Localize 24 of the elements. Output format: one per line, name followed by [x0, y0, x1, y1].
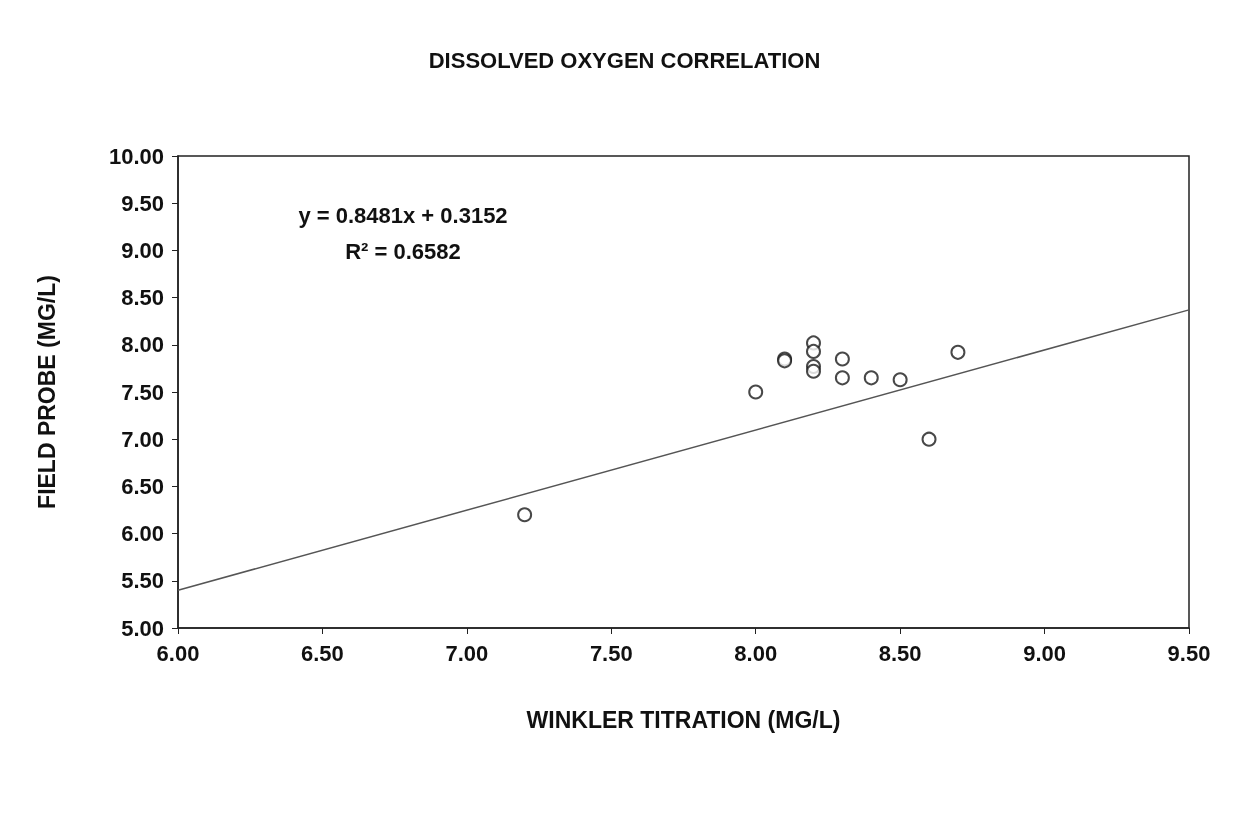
y-tick-label: 9.00 [121, 237, 164, 263]
y-tick-label: 8.50 [121, 285, 164, 311]
x-tick-label: 6.50 [301, 640, 344, 666]
y-tick-label: 6.00 [121, 521, 164, 547]
x-tick-label: 7.50 [589, 640, 633, 666]
x-axis-title: WINKLER TITRATION (MG/L) [526, 706, 841, 733]
y-tick-label: 10.00 [108, 143, 164, 169]
y-tick-label: 6.50 [121, 473, 164, 499]
y-tick-label: 7.00 [121, 426, 164, 452]
x-tick-label: 8.50 [878, 640, 922, 666]
x-tick-label: 9.50 [1167, 640, 1211, 666]
x-tick-label: 7.00 [445, 640, 489, 666]
chart-title: DISSOLVED OXYGEN CORRELATION [428, 47, 821, 73]
y-tick-label: 9.50 [121, 190, 164, 216]
x-tick-label: 9.00 [1023, 640, 1066, 666]
annotation: y = 0.8481x + 0.3152 [298, 202, 508, 228]
y-tick-label: 5.00 [121, 615, 164, 641]
x-tick-label: 8.00 [734, 640, 778, 666]
y-tick-label: 7.50 [121, 379, 164, 405]
y-tick-label: 8.00 [121, 332, 164, 358]
y-tick-label: 5.50 [121, 568, 164, 594]
annotation: R² = 0.6582 [345, 238, 461, 264]
y-axis-title: FIELD PROBE (MG/L) [33, 275, 60, 509]
x-tick-label: 6.00 [156, 640, 200, 666]
